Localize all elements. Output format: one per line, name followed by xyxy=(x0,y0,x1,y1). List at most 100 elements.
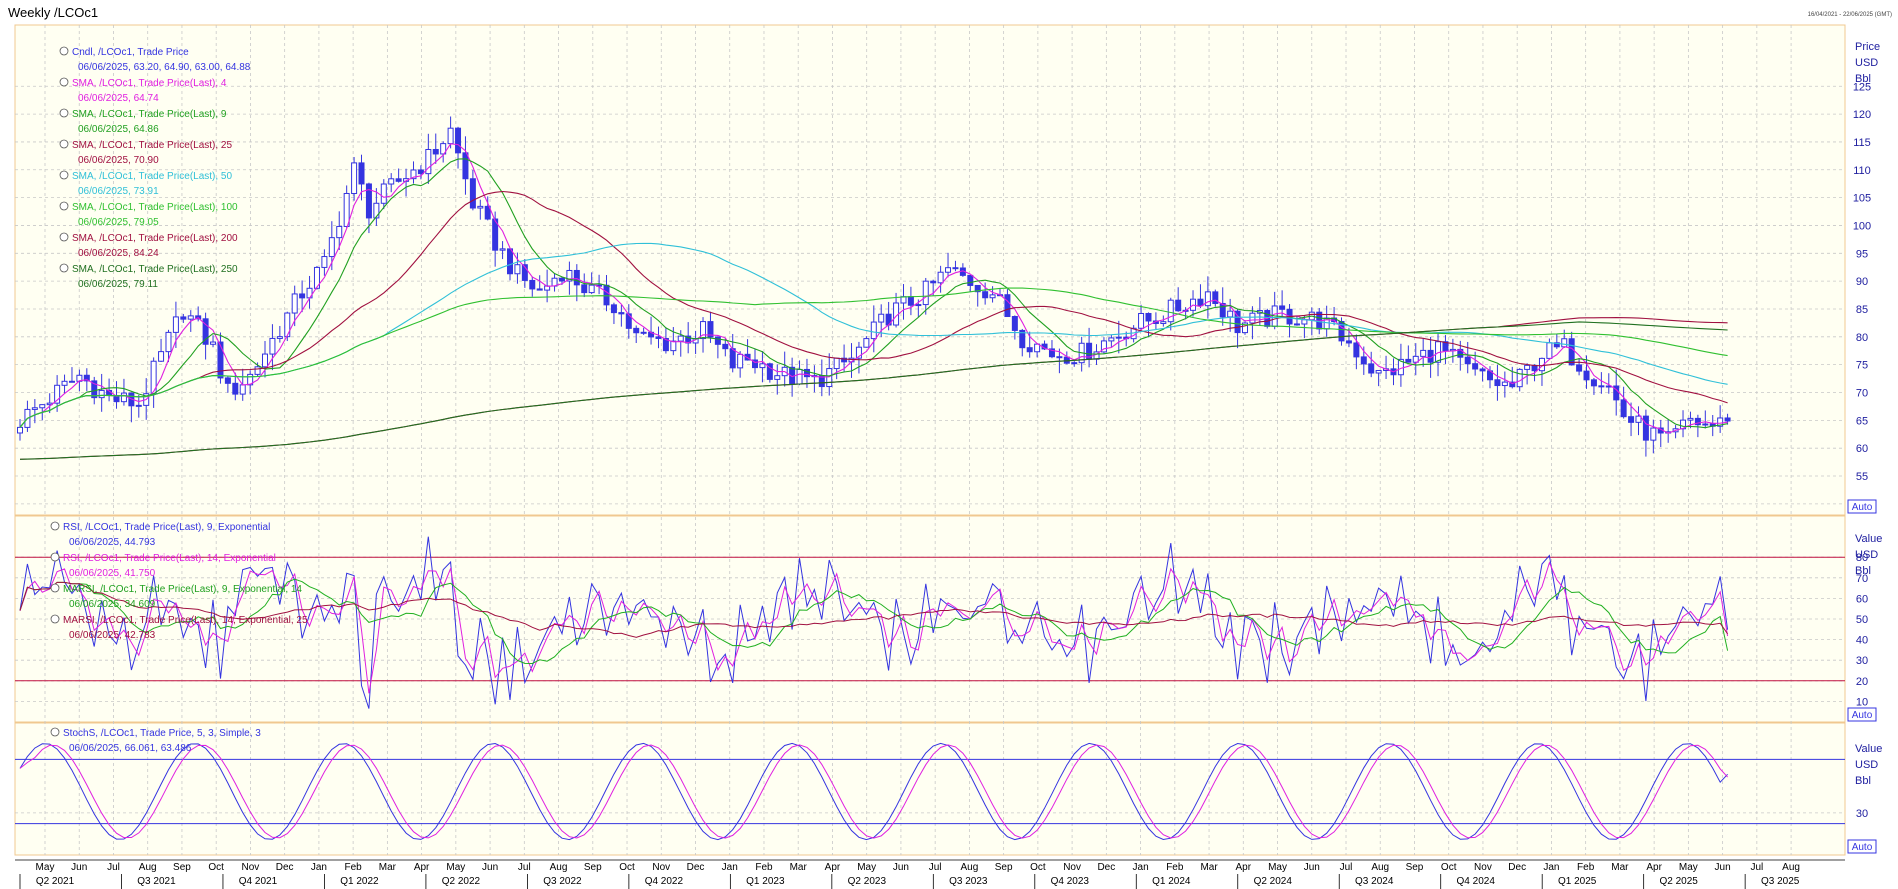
candle-body xyxy=(1583,370,1590,381)
x-month-label: Aug xyxy=(1371,862,1389,873)
price-legend-icon xyxy=(59,170,69,180)
rsi-legend-icon xyxy=(50,552,60,562)
candle-body xyxy=(462,152,469,180)
candle-body xyxy=(395,178,402,182)
candle-body xyxy=(262,353,268,368)
candle-body xyxy=(158,351,165,362)
candle-body xyxy=(425,148,432,175)
price-series xyxy=(17,116,1731,460)
x-month-label: Jul xyxy=(518,862,531,873)
rsi-tick-label: 70 xyxy=(1856,573,1868,585)
candle-body xyxy=(989,294,996,299)
candle-body xyxy=(1397,358,1404,376)
stoch-axis-title: USD xyxy=(1855,759,1878,771)
candle-body xyxy=(1353,342,1360,358)
stoch-series xyxy=(15,742,1845,841)
candle-body xyxy=(1368,363,1375,374)
candle-body xyxy=(1011,316,1018,331)
candle-body xyxy=(1687,417,1694,421)
candle-body xyxy=(870,321,877,340)
candle-body xyxy=(1628,416,1635,423)
candle-body xyxy=(603,284,610,306)
marsi-14-line xyxy=(19,581,1729,638)
rsi-axis-title: Bbl xyxy=(1855,565,1871,577)
candle-body xyxy=(640,331,647,334)
price-axis-title: Price xyxy=(1855,41,1880,53)
candle-body xyxy=(1160,321,1167,324)
candle-body xyxy=(514,264,521,275)
x-quarter-label: Q3 2021 xyxy=(137,876,176,887)
x-quarter-label: Q2 2022 xyxy=(442,876,481,887)
candle-body xyxy=(1650,427,1657,441)
rsi-legend-icon xyxy=(50,583,60,593)
price-legend-line1: SMA, /LCOc1, Trade Price(Last), 250 xyxy=(72,264,238,275)
legends: Cndl, /LCOc1, Trade Price 06/06/2025, 63.… xyxy=(50,46,308,754)
x-quarter-label: Q1 2022 xyxy=(340,876,379,887)
x-month-label: Aug xyxy=(139,862,157,873)
candle-body xyxy=(1360,356,1367,365)
price-panel[interactable] xyxy=(14,24,1846,516)
candle-body xyxy=(566,269,573,282)
x-month-label: Sep xyxy=(995,862,1013,873)
candle-body xyxy=(507,248,513,275)
candle-body xyxy=(1479,368,1486,372)
x-month-label: Feb xyxy=(345,862,363,873)
candle-body xyxy=(1034,343,1041,353)
price-tick-label: 55 xyxy=(1856,471,1868,483)
candle-body xyxy=(343,192,350,227)
candle-body xyxy=(1138,312,1145,329)
x-quarter-label: Q1 2024 xyxy=(1152,876,1191,887)
x-month-label: May xyxy=(1268,862,1287,873)
candle-body xyxy=(1145,312,1152,322)
price-auto-button[interactable]: Auto xyxy=(1847,499,1877,514)
rsi-legend-line1: RSI, /LCOc1, Trade Price(Last), 14, Expo… xyxy=(63,553,276,564)
rsi-tick-label: 80 xyxy=(1856,552,1868,564)
candle-body xyxy=(1375,369,1382,374)
candle-body xyxy=(17,426,23,434)
candle-body xyxy=(1227,310,1234,318)
x-month-label: May xyxy=(446,862,465,873)
price-tick-label: 90 xyxy=(1856,276,1868,288)
candle-body xyxy=(1724,417,1731,422)
candle-body xyxy=(1509,381,1516,388)
stoch-panel[interactable] xyxy=(14,722,1846,856)
candle-body xyxy=(91,380,98,399)
candle-body xyxy=(1242,322,1248,334)
candle-body xyxy=(417,169,424,175)
rsi-auto-button[interactable]: Auto xyxy=(1847,707,1877,722)
candle-body xyxy=(83,374,90,382)
candle-body xyxy=(1590,379,1597,387)
candle-body xyxy=(922,280,929,306)
x-month-label: Mar xyxy=(1611,862,1629,873)
price-legend-icon xyxy=(59,108,69,118)
x-quarter-label: Q2 2025 xyxy=(1659,876,1698,887)
candle-body xyxy=(700,321,707,340)
candle-body xyxy=(774,375,781,380)
candle-body xyxy=(1175,299,1182,312)
candle-body xyxy=(1249,312,1256,324)
price-legend-icon xyxy=(59,201,69,211)
x-quarter-label: Q4 2021 xyxy=(239,876,278,887)
candle-body xyxy=(759,363,766,369)
x-month-label: Jul xyxy=(107,862,120,873)
candle-body xyxy=(180,316,187,320)
x-month-label: Oct xyxy=(1441,862,1457,873)
stoch-legend-line1: StochS, /LCOc1, Trade Price, 5, 3, Simpl… xyxy=(63,728,261,739)
x-quarter-label: Q4 2022 xyxy=(645,876,684,887)
price-tick-label: 95 xyxy=(1856,248,1868,260)
candle-body xyxy=(588,284,595,294)
candle-body xyxy=(165,331,172,353)
candle-body xyxy=(299,293,306,299)
stoch-auto-button[interactable]: Auto xyxy=(1847,839,1877,854)
price-tick-label: 115 xyxy=(1853,137,1871,149)
price-legend-line2: 06/06/2025, 64.86 xyxy=(78,124,159,135)
rsi-tick-label: 10 xyxy=(1856,696,1868,708)
price-legend-icon xyxy=(59,139,69,149)
candle-body xyxy=(365,183,372,219)
price-legend-line1: SMA, /LCOc1, Trade Price(Last), 4 xyxy=(72,78,227,89)
x-quarter-label: Q2 2021 xyxy=(36,876,75,887)
candle-body xyxy=(61,380,68,386)
stoch-axis-title: Value xyxy=(1855,743,1882,755)
candle-body xyxy=(1472,363,1479,370)
candle-body xyxy=(410,169,417,180)
